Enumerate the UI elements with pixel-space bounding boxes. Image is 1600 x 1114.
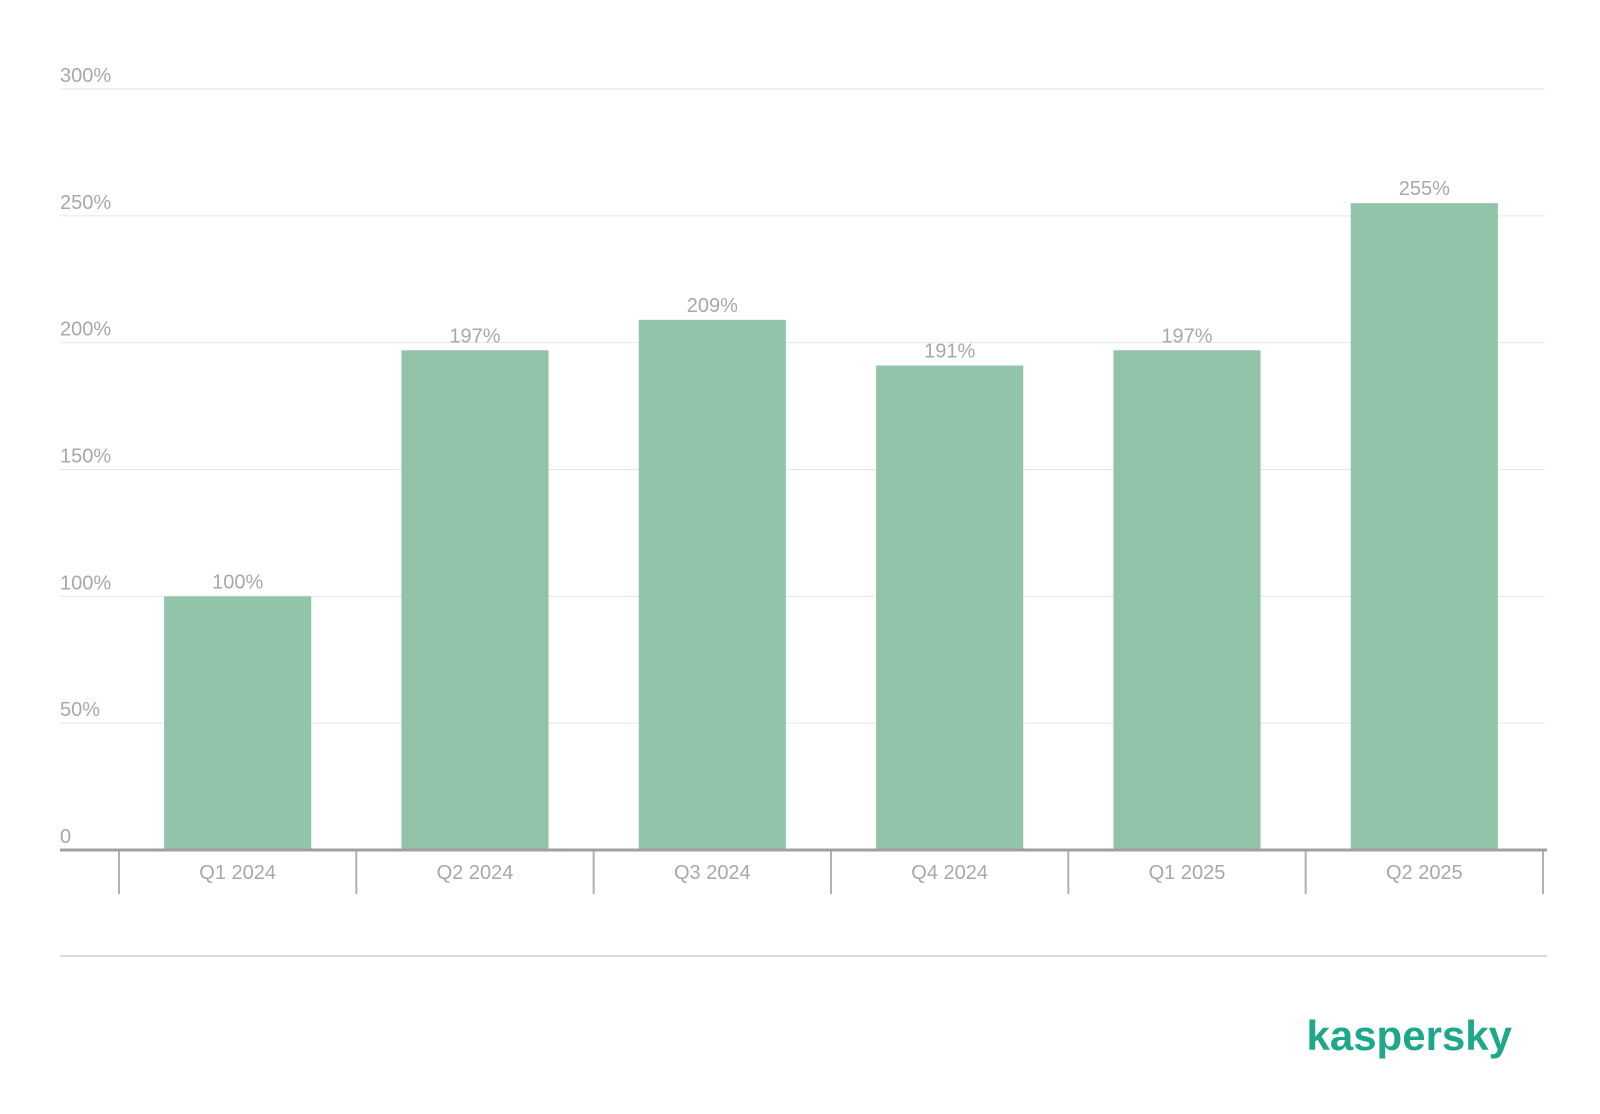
bar [876, 365, 1024, 850]
y-tick-label: 0 [60, 826, 71, 848]
y-tick-label: 150% [60, 446, 111, 468]
value-label: 197% [1161, 325, 1212, 347]
y-tick-label: 200% [60, 319, 111, 341]
bar [1350, 203, 1498, 850]
bar [638, 319, 786, 850]
logo: kaspersky [1306, 1012, 1512, 1059]
y-tick-label: 300% [60, 65, 111, 87]
x-tick-label: Q3 2024 [674, 862, 751, 884]
bar [164, 596, 312, 850]
bar [1113, 350, 1261, 850]
x-tick-label: Q1 2025 [1149, 862, 1226, 884]
bar [401, 350, 549, 850]
value-label: 100% [212, 571, 263, 593]
y-tick-label: 100% [60, 572, 111, 594]
value-label: 191% [924, 340, 975, 362]
x-tick-label: Q2 2024 [437, 862, 514, 884]
y-tick-label: 250% [60, 192, 111, 214]
value-label: 255% [1399, 178, 1450, 200]
value-label: 197% [449, 325, 500, 347]
x-tick-label: Q2 2025 [1386, 862, 1463, 884]
y-tick-label: 50% [60, 699, 100, 721]
x-tick-label: Q4 2024 [911, 862, 988, 884]
value-label: 209% [687, 295, 738, 317]
x-tick-label: Q1 2024 [199, 862, 276, 884]
